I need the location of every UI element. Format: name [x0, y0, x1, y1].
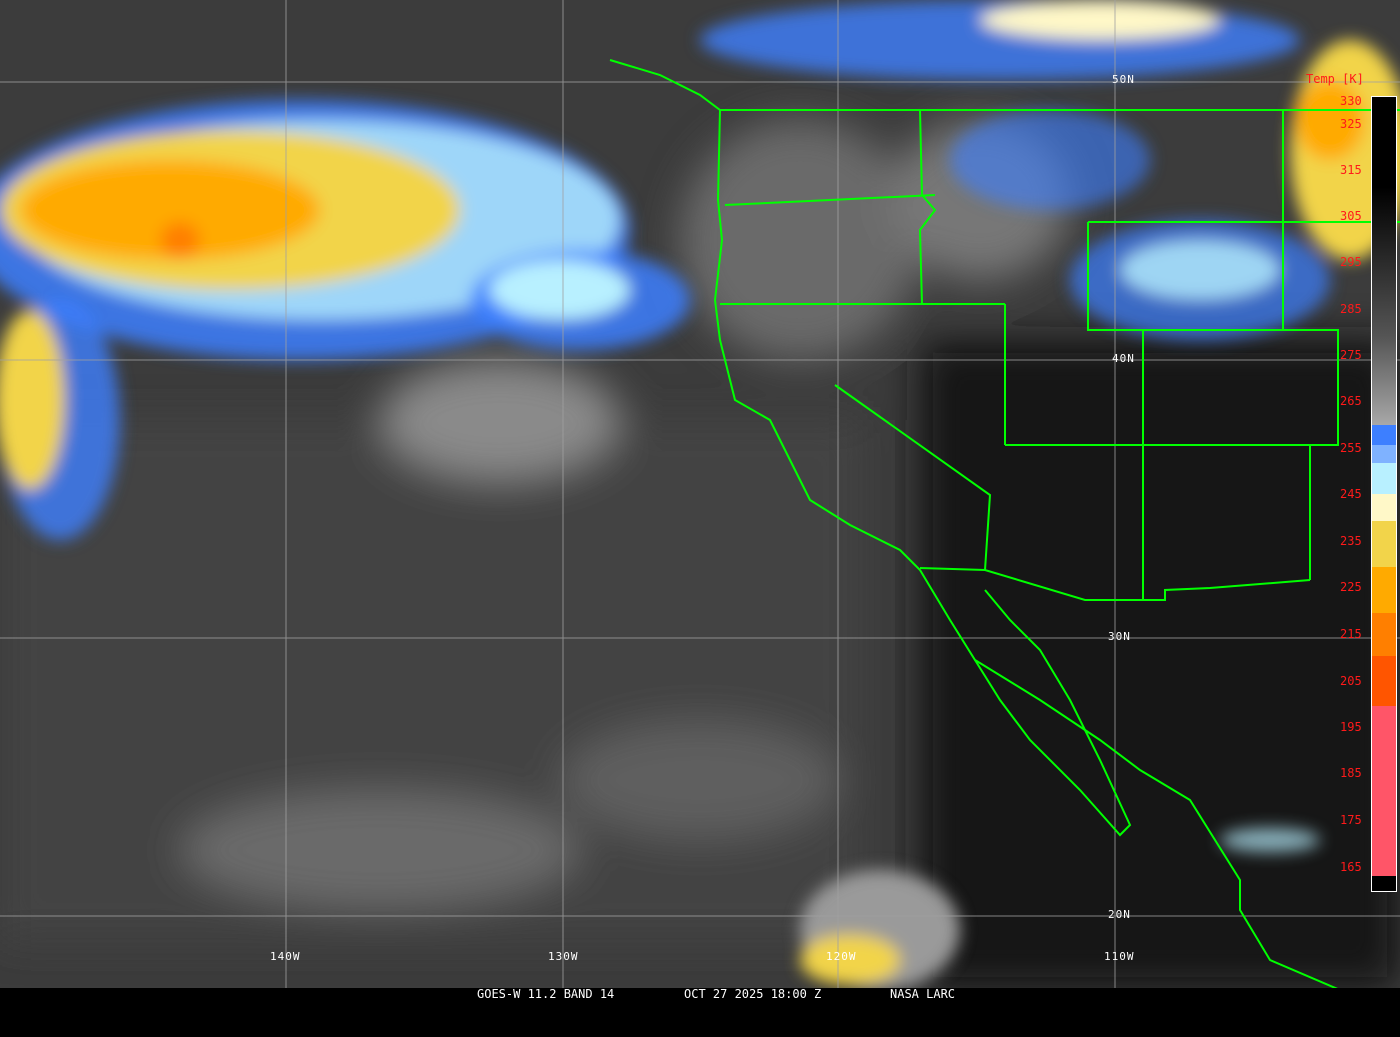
colorbar-label: 265 — [1340, 394, 1362, 408]
montana-east — [1282, 110, 1400, 223]
lon-label-120w: 120W — [826, 950, 857, 963]
colorbar-label: 225 — [1340, 580, 1362, 594]
satellite-image: 50N 40N 30N 20N 140W 130W 120W 110W Temp… — [0, 0, 1400, 988]
colorbar-label: 275 — [1340, 348, 1362, 362]
oregon-washington-border — [724, 194, 936, 206]
colorbar-scale — [1371, 96, 1397, 892]
image-caption: GOES-W 11.2 BAND 14 OCT 27 2025 18:00 Z … — [0, 988, 1400, 1000]
caption-band: GOES-W 11.2 BAND 14 — [477, 987, 615, 1001]
mexico-border — [919, 567, 1311, 601]
colorbar-label: 330 — [1340, 94, 1362, 108]
baja-peninsula — [974, 589, 1132, 837]
lon-label-140w: 140W — [270, 950, 301, 963]
coastlines-and-borders — [609, 59, 1400, 988]
map-layer — [0, 0, 1400, 988]
california-nevada-border — [834, 384, 992, 571]
lon-label-130w: 130W — [548, 950, 579, 963]
colorbar-label: 295 — [1340, 255, 1362, 269]
vancouver-island — [609, 59, 721, 111]
caption-datetime: OCT 27 2025 18:00 Z — [684, 987, 822, 1001]
lat-label-20n: 20N — [1108, 908, 1131, 921]
colorbar-label: 245 — [1340, 487, 1362, 501]
lat-label-30n: 30N — [1108, 630, 1131, 643]
colorado-border — [1143, 329, 1339, 446]
colorbar-label: 205 — [1340, 674, 1362, 688]
colorbar-label: 305 — [1340, 209, 1362, 223]
lat-label-40n: 40N — [1112, 352, 1135, 365]
graticule — [0, 0, 1400, 988]
cloud-tops — [0, 0, 1400, 988]
colorbar-label: 165 — [1340, 860, 1362, 874]
lon-label-110w: 110W — [1104, 950, 1135, 963]
pacific-coastline — [713, 109, 1338, 988]
colorbar-label: 285 — [1340, 302, 1362, 316]
idaho-border — [918, 109, 937, 305]
ground-tones — [0, 120, 1400, 988]
colorbar-label: 185 — [1340, 766, 1362, 780]
colorbar-label: 235 — [1340, 534, 1362, 548]
colorbar-label: 175 — [1340, 813, 1362, 827]
colorbar-label: 255 — [1340, 441, 1362, 455]
colorbar-title: Temp [K] — [1306, 72, 1364, 86]
caption-source: NASA LARC — [890, 987, 956, 1001]
colorbar-label: 315 — [1340, 163, 1362, 177]
colorbar-label: 215 — [1340, 627, 1362, 641]
colorbar-label: 325 — [1340, 117, 1362, 131]
lat-label-50n: 50N — [1112, 73, 1135, 86]
colorbar-label: 195 — [1340, 720, 1362, 734]
